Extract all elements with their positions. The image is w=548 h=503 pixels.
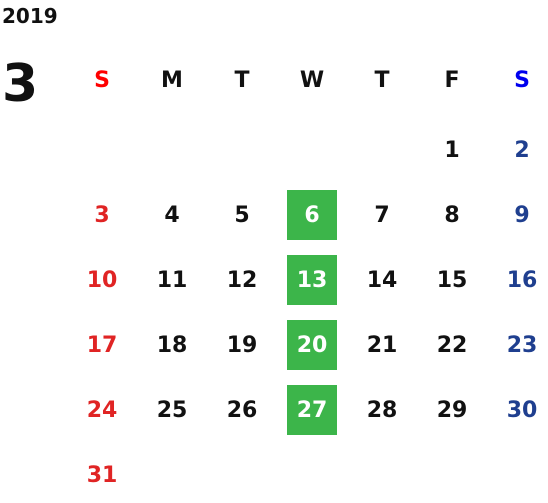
day-cell: 11 bbox=[156, 267, 188, 293]
weekday-header: S bbox=[514, 67, 530, 93]
day-cell: 27 bbox=[287, 385, 337, 435]
day-cell: 6 bbox=[287, 190, 337, 240]
day-cell: 24 bbox=[86, 397, 118, 423]
day-cell: 23 bbox=[506, 332, 538, 358]
day-cell: 8 bbox=[444, 202, 460, 228]
weekday-header: T bbox=[234, 67, 250, 93]
day-cell: 26 bbox=[226, 397, 258, 423]
day-cell: 29 bbox=[436, 397, 468, 423]
month: 3 bbox=[2, 54, 39, 114]
weekday-header: T bbox=[374, 67, 390, 93]
day-cell: 28 bbox=[366, 397, 398, 423]
day-cell: 12 bbox=[226, 267, 258, 293]
weekday-header: S bbox=[94, 67, 110, 93]
day-cell: 16 bbox=[506, 267, 538, 293]
day-cell: 30 bbox=[506, 397, 538, 423]
day-cell: 31 bbox=[86, 462, 118, 488]
weekday-header: W bbox=[299, 67, 325, 93]
day-cell: 18 bbox=[156, 332, 188, 358]
day-cell: 22 bbox=[436, 332, 468, 358]
day-cell: 21 bbox=[366, 332, 398, 358]
day-cell: 7 bbox=[374, 202, 390, 228]
day-cell: 2 bbox=[514, 137, 530, 163]
day-cell: 15 bbox=[436, 267, 468, 293]
weekday-header: F bbox=[444, 67, 460, 93]
day-cell: 25 bbox=[156, 397, 188, 423]
day-cell: 1 bbox=[444, 137, 460, 163]
day-cell: 10 bbox=[86, 267, 118, 293]
day-cell: 14 bbox=[366, 267, 398, 293]
year: 2019 bbox=[2, 4, 58, 28]
day-cell: 4 bbox=[164, 202, 180, 228]
day-cell: 19 bbox=[226, 332, 258, 358]
weekday-header: M bbox=[161, 67, 183, 93]
day-cell: 13 bbox=[287, 255, 337, 305]
day-cell: 17 bbox=[86, 332, 118, 358]
day-cell: 5 bbox=[234, 202, 250, 228]
day-cell: 20 bbox=[287, 320, 337, 370]
day-cell: 3 bbox=[94, 202, 110, 228]
day-cell: 9 bbox=[514, 202, 530, 228]
